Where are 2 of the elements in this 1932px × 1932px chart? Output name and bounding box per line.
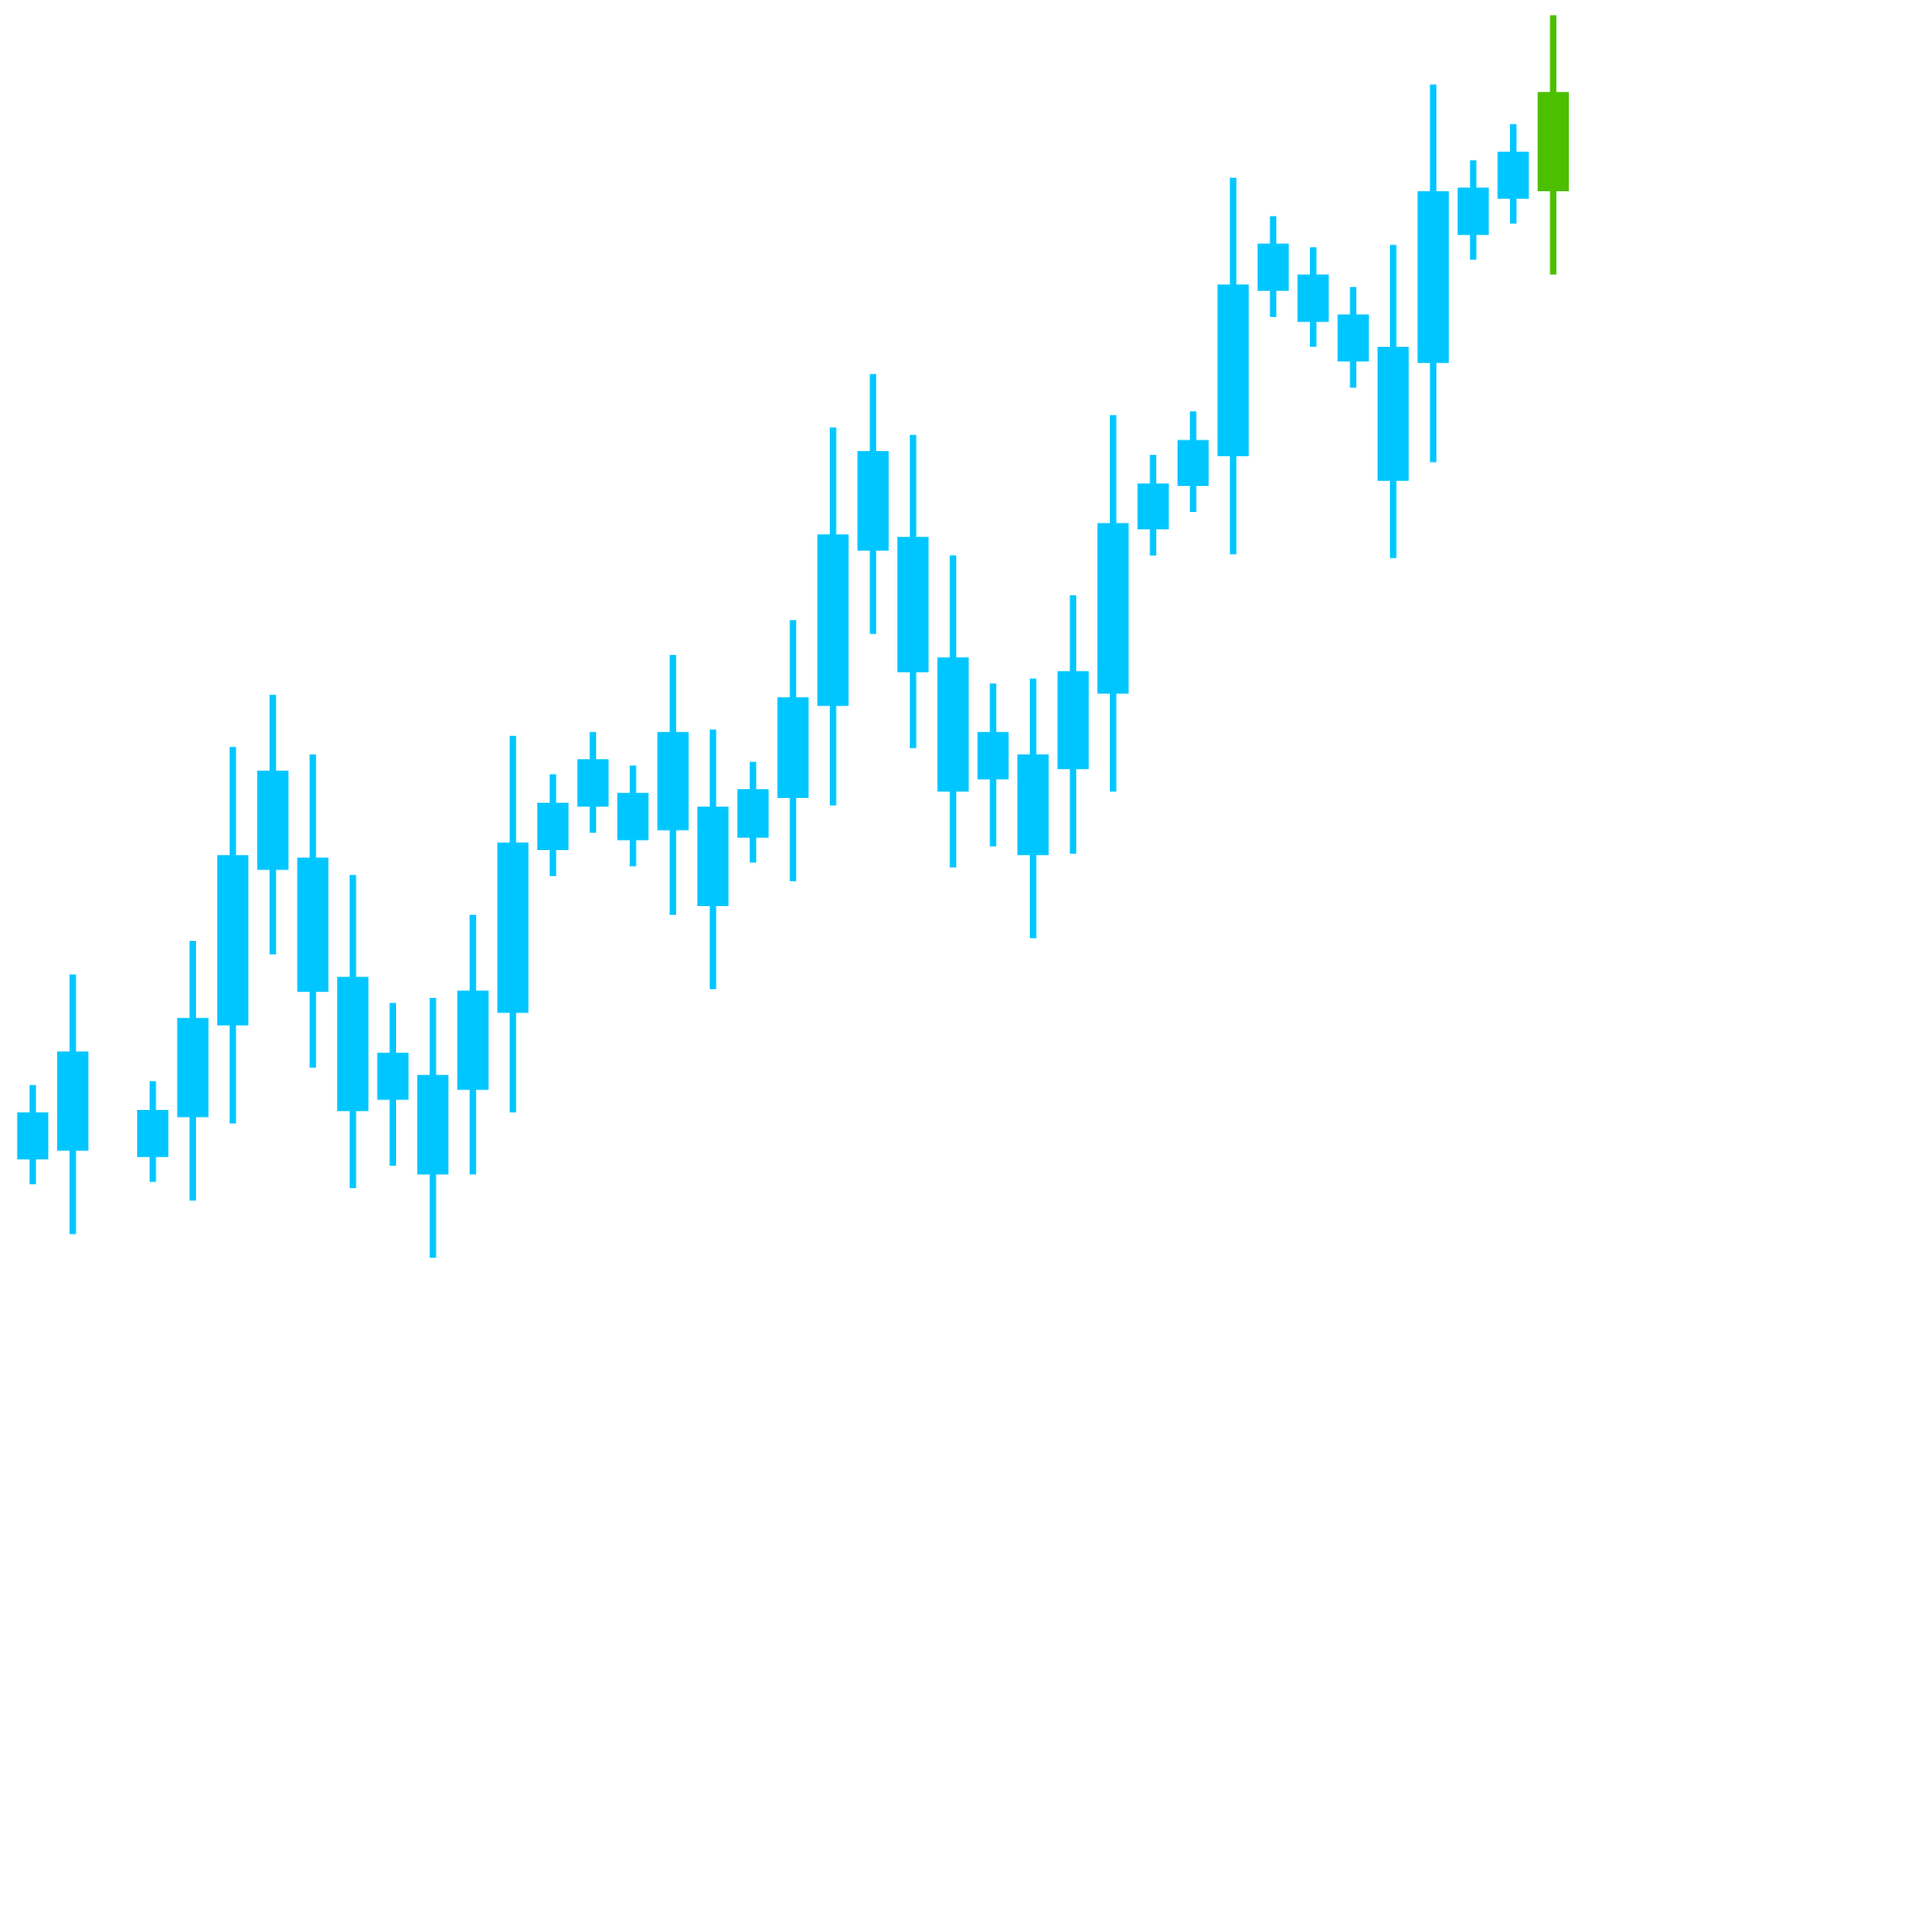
candlestick [1177, 411, 1209, 513]
candlestick [1137, 454, 1169, 556]
